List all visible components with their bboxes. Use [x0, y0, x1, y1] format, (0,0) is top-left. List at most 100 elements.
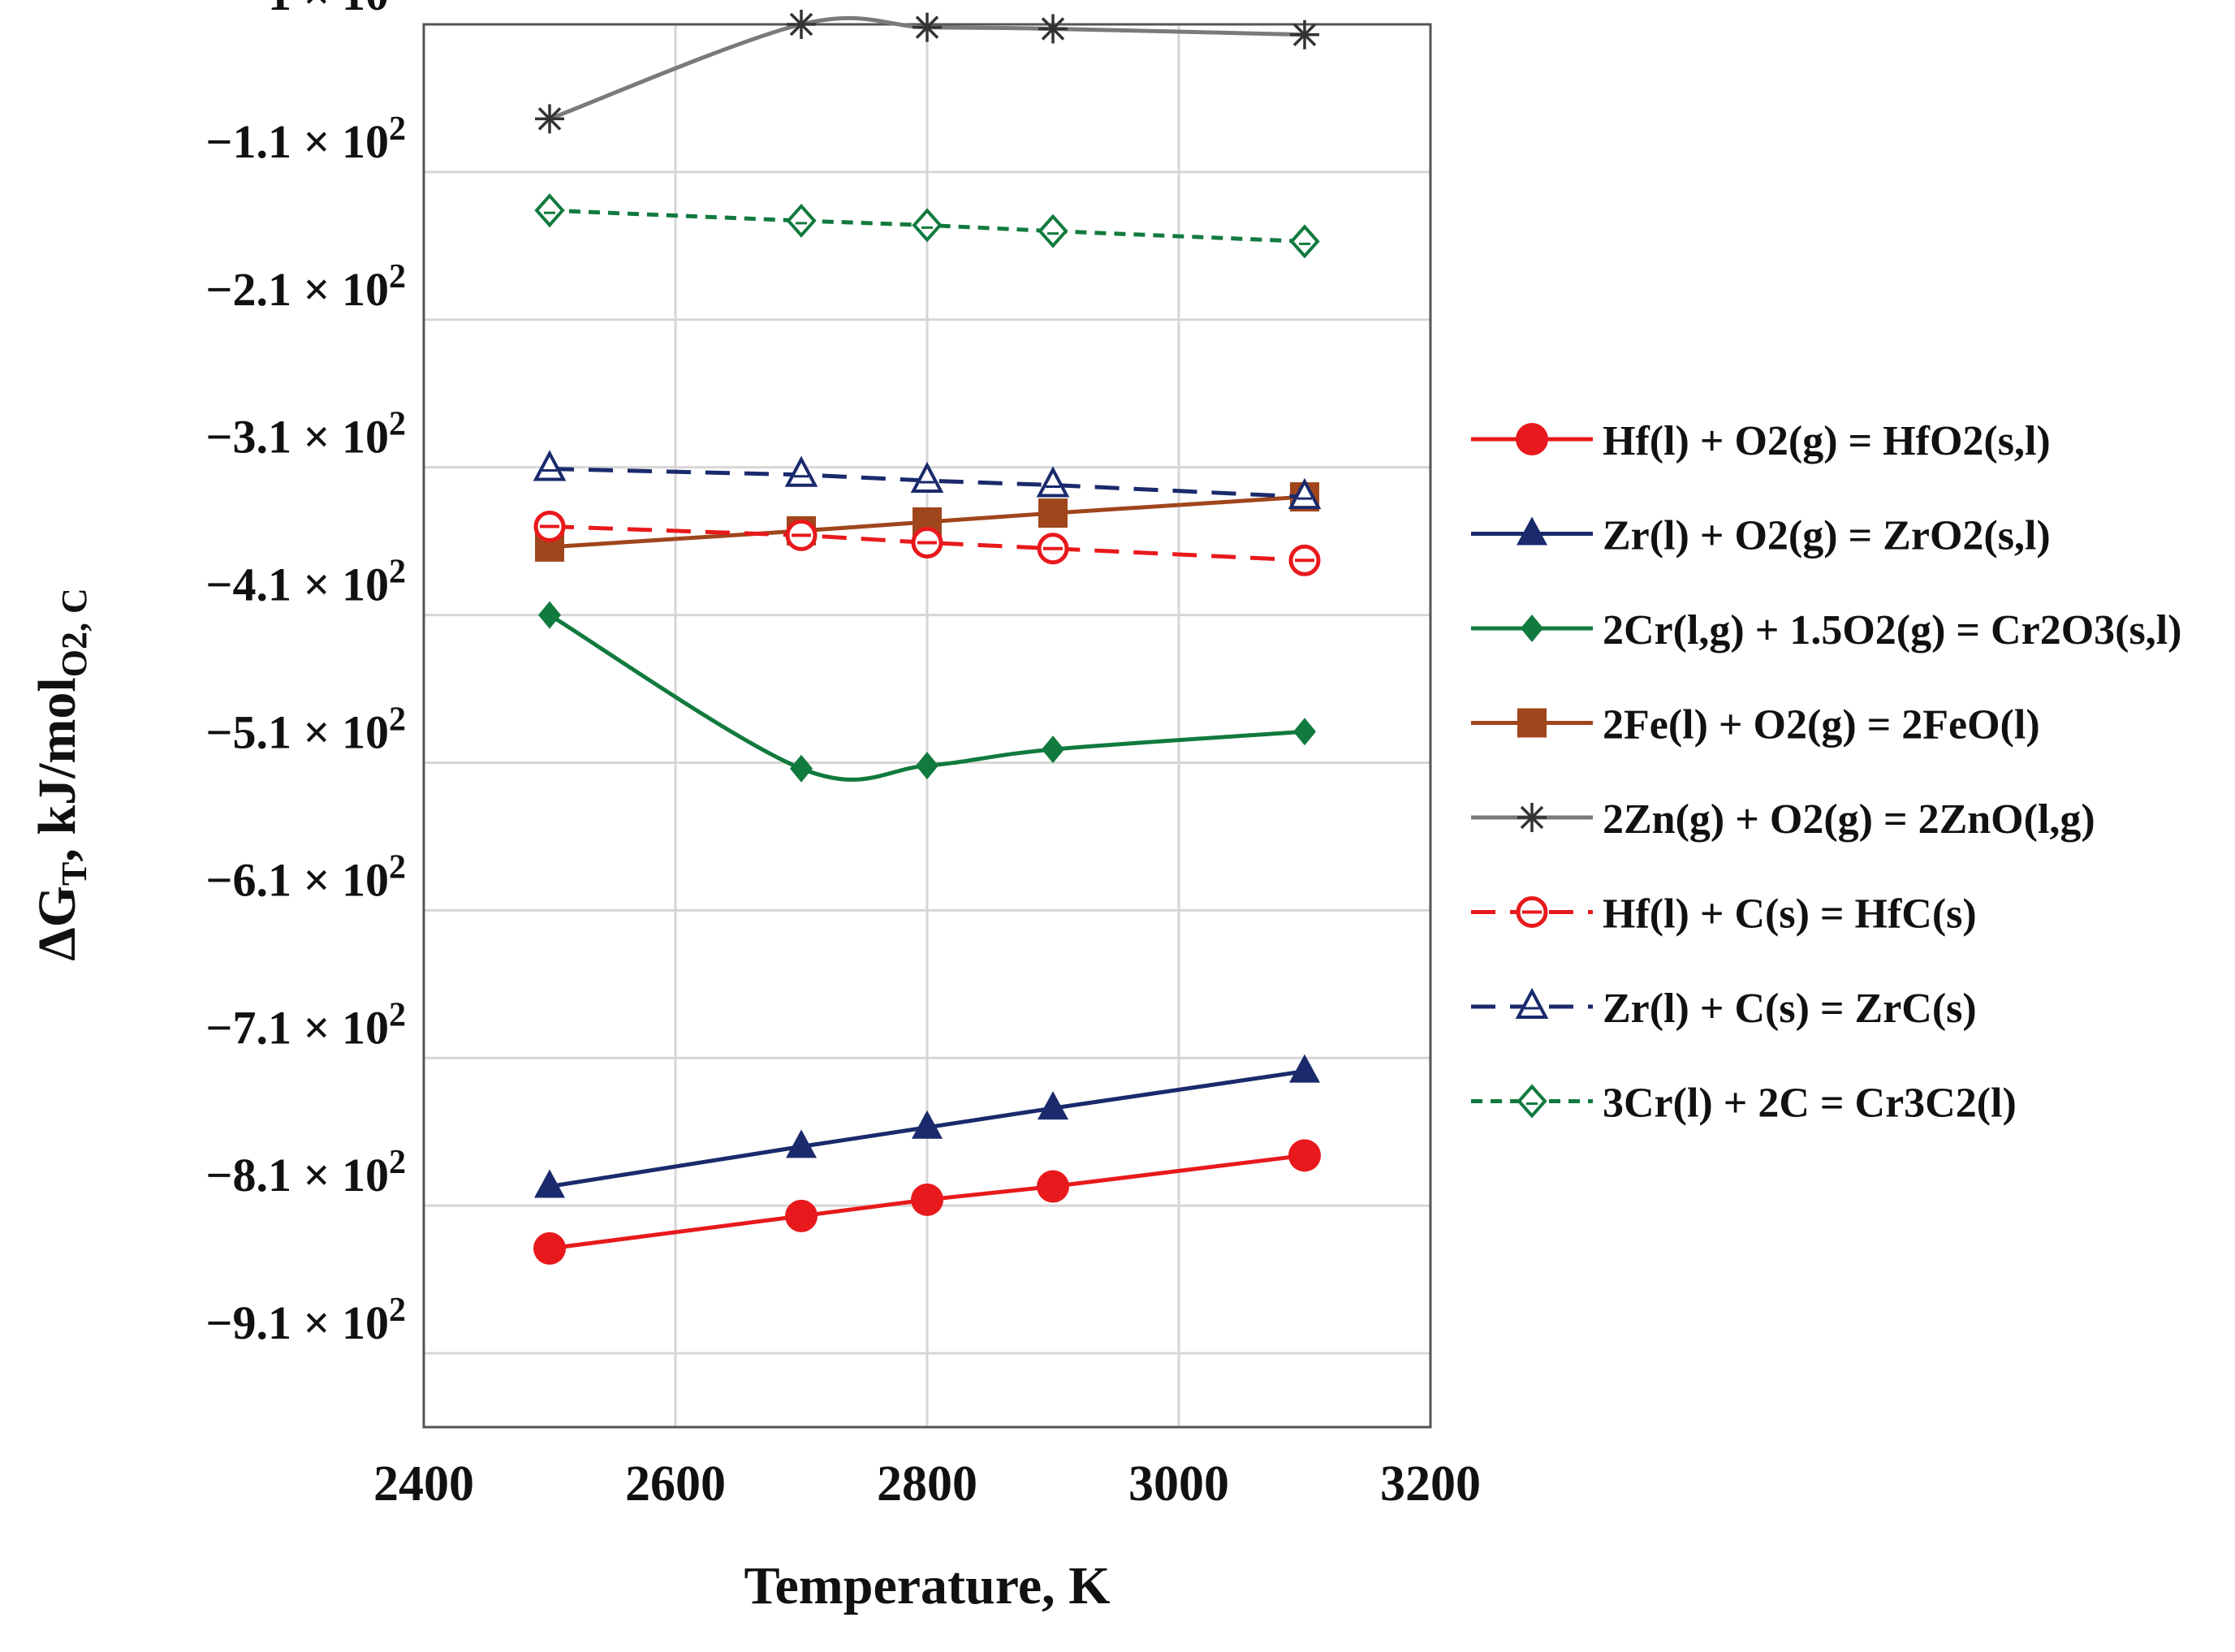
y-tick-mantissa-4: −4.1 × 10 [205, 559, 389, 611]
data-point-0-1 [785, 1199, 818, 1232]
legend-swatch-marker-3 [1517, 708, 1547, 738]
legend-label-3: 2Fe(l) + O2(g) = 2FeO(l) [1603, 702, 2040, 748]
y-tick-label-2: −2.1 × 102 [205, 258, 406, 316]
legend-swatch-marker-5 [1516, 896, 1548, 928]
data-point-6-4 [1288, 477, 1322, 510]
x-tick-labels: 2400 2600 2800 3000 3200 [373, 1456, 1481, 1512]
y-tick-mantissa-1: −1.1 × 10 [205, 115, 389, 168]
y-tick-exponent-2: 2 [389, 258, 406, 295]
data-point-4-4 [1290, 19, 1319, 50]
legend-item-5: Hf(l) + C(s) = HfC(s) [1471, 891, 1977, 938]
series-2 [538, 601, 1316, 783]
legend-item-0: Hf(l) + O2(g) = HfO2(s,l) [1471, 418, 2051, 464]
legend-item-6: Zr(l) + C(s) = ZrC(s) [1471, 986, 1977, 1032]
legend-label-7: 3Cr(l) + 2C = Cr3C2(l) [1603, 1080, 2017, 1127]
x-tick-label-0: 2400 [373, 1456, 474, 1512]
y-axis-title-sub1: T [54, 862, 94, 886]
legend-swatch-marker-6 [1515, 987, 1549, 1019]
y-tick-exponent-9: 2 [389, 1292, 406, 1329]
legend-swatch-marker-2 [1521, 615, 1543, 642]
legend-swatch-marker-0 [1516, 423, 1548, 455]
y-tick-labels: −1 × 101−1.1 × 102−2.1 × 102−3.1 × 102−4… [205, 0, 406, 1349]
y-tick-mantissa-5: −5.1 × 10 [205, 705, 389, 758]
data-point-2-4 [1293, 718, 1316, 746]
y-tick-mantissa-0: −1 × 10 [241, 0, 389, 20]
y-tick-mantissa-8: −8.1 × 10 [205, 1149, 389, 1201]
series-group [533, 10, 1322, 1265]
legend-swatch-marker-7 [1517, 1084, 1547, 1119]
y-axis-title: ΔGT, kJ/molO2, C [28, 588, 94, 960]
y-tick-exponent-7: 2 [389, 996, 406, 1033]
data-point-1-1 [786, 1129, 817, 1158]
y-axis-title-sub2: O2, C [54, 588, 94, 677]
y-tick-label-3: −3.1 × 102 [205, 406, 406, 464]
series-6 [533, 450, 1322, 510]
data-point-2-0 [538, 601, 561, 629]
series-1 [534, 1054, 1320, 1198]
x-axis-title: Temperature, K [744, 1556, 1111, 1615]
legend-label-5: Hf(l) + C(s) = HfC(s) [1603, 891, 1977, 938]
data-point-1-2 [912, 1110, 943, 1139]
y-tick-mantissa-3: −3.1 × 10 [205, 411, 389, 464]
x-tick-label-2: 2800 [877, 1456, 977, 1512]
data-point-5-3 [1037, 533, 1069, 565]
legend-label-4: 2Zn(g) + O2(g) = 2ZnO(l,g) [1603, 796, 2095, 843]
y-tick-exponent-8: 2 [389, 1144, 406, 1181]
data-point-0-4 [1288, 1139, 1321, 1172]
data-point-1-0 [534, 1169, 565, 1198]
legend-label-0: Hf(l) + O2(g) = HfO2(s,l) [1603, 418, 2051, 464]
legend-item-2: 2Cr(l,g) + 1.5O2(g) = Cr2O3(s,l) [1471, 607, 2181, 653]
data-point-4-0 [535, 104, 564, 134]
data-point-5-0 [533, 510, 566, 542]
legend-item-1: Zr(l) + O2(g) = ZrO2(s,l) [1471, 513, 2051, 559]
y-tick-mantissa-6: −6.1 × 10 [205, 853, 389, 906]
data-point-5-2 [911, 526, 943, 559]
data-point-7-0 [534, 193, 565, 228]
legend: Hf(l) + O2(g) = HfO2(s,l) Zr(l) + O2(g) =… [1471, 418, 2181, 1127]
y-tick-exponent-1: 2 [389, 110, 406, 148]
data-point-0-2 [911, 1183, 943, 1216]
y-tick-label-1: −1.1 × 102 [205, 110, 406, 168]
data-point-1-3 [1038, 1091, 1068, 1120]
data-point-6-1 [784, 455, 818, 487]
data-point-7-1 [786, 203, 817, 238]
x-tick-label-4: 3200 [1380, 1456, 1481, 1512]
data-point-4-3 [1038, 14, 1068, 44]
series-5 [533, 510, 1321, 576]
legend-item-3: 2Fe(l) + O2(g) = 2FeO(l) [1471, 702, 2040, 748]
y-tick-exponent-5: 2 [389, 701, 406, 738]
y-tick-label-6: −6.1 × 102 [205, 848, 406, 906]
y-tick-mantissa-7: −7.1 × 10 [205, 1001, 389, 1054]
series-line-6 [549, 467, 1305, 499]
data-point-6-3 [1036, 466, 1070, 498]
data-point-4-2 [913, 12, 942, 42]
series-0 [533, 1139, 1321, 1265]
y-tick-exponent-4: 2 [389, 554, 406, 591]
series-4 [535, 10, 1319, 134]
x-tick-label-1: 2600 [625, 1456, 726, 1512]
data-point-2-3 [1042, 735, 1064, 764]
x-tick-label-3: 3000 [1128, 1456, 1229, 1512]
data-point-5-1 [785, 519, 818, 551]
y-tick-label-5: −5.1 × 102 [205, 701, 406, 758]
data-point-7-4 [1289, 224, 1320, 259]
legend-item-7: 3Cr(l) + 2C = Cr3C2(l) [1471, 1080, 2017, 1127]
data-point-2-2 [916, 752, 938, 780]
y-tick-label-4: −4.1 × 102 [205, 554, 406, 611]
legend-swatch-marker-4 [1517, 803, 1547, 832]
series-line-5 [549, 524, 1305, 563]
y-tick-exponent-6: 2 [389, 848, 406, 886]
y-axis-title-unit: , kJ/mol [28, 677, 87, 861]
y-tick-label-8: −8.1 × 102 [205, 1144, 406, 1201]
legend-label-1: Zr(l) + O2(g) = ZrO2(s,l) [1603, 513, 2051, 559]
legend-swatch-marker-1 [1517, 516, 1547, 546]
legend-label-2: 2Cr(l,g) + 1.5O2(g) = Cr2O3(s,l) [1603, 607, 2181, 653]
legend-label-6: Zr(l) + C(s) = ZrC(s) [1603, 986, 1977, 1032]
y-tick-mantissa-9: −9.1 × 10 [205, 1296, 389, 1349]
y-tick-label-0: −1 × 101 [241, 0, 406, 20]
y-tick-exponent-3: 2 [389, 406, 406, 443]
series-7 [534, 193, 1320, 259]
data-point-2-1 [790, 754, 813, 783]
data-point-6-2 [910, 461, 944, 494]
